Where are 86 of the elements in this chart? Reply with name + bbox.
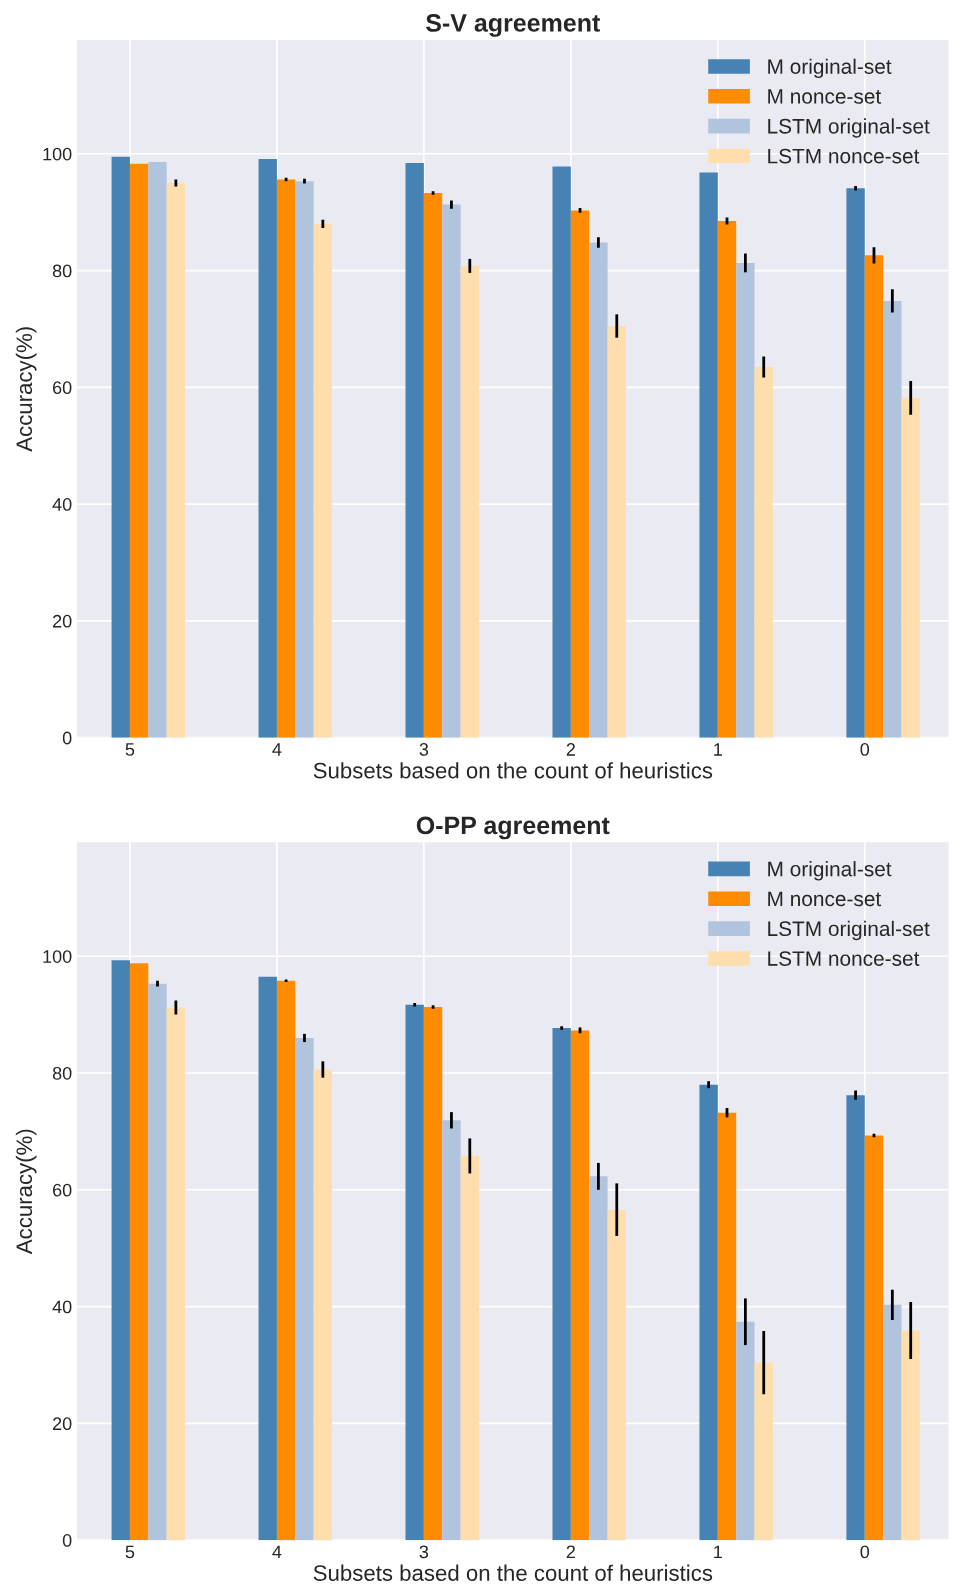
x-tick-label: 4 (272, 1545, 282, 1559)
bar (699, 172, 718, 738)
x-tick-label: 3 (419, 743, 429, 756)
bar (901, 397, 920, 738)
legend-label: LSTM nonce-set (768, 951, 920, 966)
bar (699, 1084, 718, 1541)
bar (295, 1037, 314, 1541)
bar (883, 1304, 902, 1541)
x-tick-label: 2 (566, 743, 575, 756)
bar (258, 976, 277, 1541)
bar (258, 159, 277, 738)
x-tick-label: 4 (272, 743, 282, 756)
x-tick-label: 2 (566, 1545, 575, 1559)
legend-label: M nonce-set (768, 89, 882, 104)
bar (717, 220, 737, 738)
bar (552, 1028, 571, 1541)
bar (313, 1069, 333, 1541)
legend-label: LSTM original-set (768, 920, 930, 941)
y-tick-label: 100 (43, 147, 72, 161)
bar (405, 1004, 424, 1541)
bar (589, 242, 608, 738)
legend-label: LSTM nonce-set (768, 148, 920, 164)
bar (552, 166, 571, 738)
bar (864, 255, 884, 738)
chart-title: S-V agreement (425, 14, 601, 37)
bar (276, 980, 296, 1541)
y-tick-label: 20 (53, 614, 72, 628)
y-tick-label: 80 (52, 1066, 72, 1080)
bar (405, 163, 424, 738)
x-tick-label: 1 (714, 1545, 722, 1559)
y-tick-label: 60 (53, 381, 72, 395)
bar (276, 179, 296, 738)
bar (442, 204, 461, 738)
legend-label: M original-set (768, 58, 892, 79)
x-axis-title: Subsets based on the count of heuristics (313, 1564, 713, 1581)
bar (607, 326, 626, 738)
y-tick-label: 20 (53, 1417, 72, 1431)
bar (148, 983, 167, 1541)
bar (846, 188, 865, 738)
y-tick-label: 0 (62, 731, 72, 745)
bar (148, 161, 167, 738)
bar (313, 223, 333, 738)
y-axis-title: Accuracy(%) (15, 1129, 37, 1255)
bar (460, 1155, 479, 1541)
bar (570, 210, 590, 738)
y-tick-label: 40 (52, 498, 72, 511)
bar (717, 1112, 737, 1541)
y-tick-label: 100 (43, 950, 72, 963)
x-axis-title: Subsets based on the count of heuristics (313, 762, 713, 779)
bar (607, 1209, 626, 1541)
bar (166, 182, 186, 738)
legend-label: LSTM original-set (768, 118, 930, 138)
y-tick-label: 0 (62, 1534, 72, 1547)
x-tick-label: 5 (125, 743, 135, 756)
legend-label: M original-set (768, 861, 892, 881)
bar (129, 963, 149, 1541)
bar (589, 1176, 608, 1541)
bar (442, 1120, 461, 1541)
bar (129, 163, 149, 738)
bar (864, 1135, 884, 1541)
y-axis-title: Accuracy(%) (15, 327, 37, 452)
legend-label: M nonce-set (768, 891, 882, 907)
bar (423, 1007, 443, 1541)
x-tick-label: 0 (860, 743, 870, 756)
bar (166, 1007, 186, 1541)
x-tick-label: 5 (125, 1545, 135, 1559)
bar (754, 366, 773, 738)
bar (111, 156, 130, 738)
bar (754, 1362, 773, 1541)
bar (901, 1330, 920, 1541)
bar (736, 262, 755, 738)
y-tick-label: 60 (53, 1183, 72, 1197)
x-tick-label: 0 (860, 1545, 870, 1559)
bar (460, 265, 479, 738)
bar (846, 1095, 865, 1541)
bar (736, 1321, 755, 1541)
x-tick-label: 1 (714, 743, 722, 756)
chart-title: O-PP agreement (416, 816, 610, 840)
bar (883, 300, 902, 738)
x-tick-label: 3 (419, 1545, 429, 1559)
y-tick-label: 80 (52, 264, 72, 278)
bar (423, 192, 443, 738)
bar (111, 960, 130, 1541)
y-tick-label: 40 (52, 1300, 72, 1314)
bar (295, 181, 314, 738)
bar (570, 1030, 590, 1541)
